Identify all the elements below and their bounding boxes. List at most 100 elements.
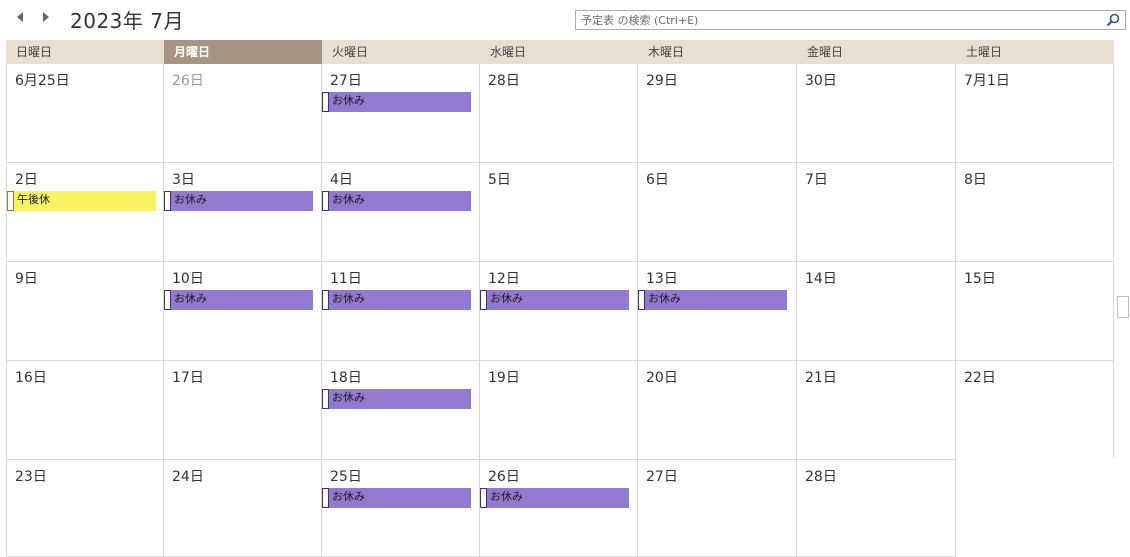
day-cell[interactable]: 28日 <box>797 460 956 557</box>
calendar-toolbar: 2023年 7月 <box>0 0 1130 38</box>
vertical-scrollbar[interactable] <box>1115 40 1130 557</box>
day-cell[interactable]: 18日 お休み <box>322 361 480 460</box>
date-label: 8日 <box>964 172 987 188</box>
calendar-event[interactable]: お休み <box>480 290 629 310</box>
calendar-event[interactable]: お休み <box>480 488 629 508</box>
day-cell[interactable]: 5日 <box>480 163 638 262</box>
event-status-marker <box>322 389 329 409</box>
weekday-header-row: 日曜日 月曜日 火曜日 水曜日 木曜日 金曜日 土曜日 <box>6 40 1114 64</box>
date-label: 21日 <box>805 370 837 386</box>
date-label: 2日 <box>15 172 38 188</box>
day-cell[interactable]: 23日 <box>6 460 164 557</box>
event-title: お休み <box>332 193 365 206</box>
weekday-header: 水曜日 <box>490 45 527 59</box>
day-cell[interactable]: 13日お休み <box>638 262 797 361</box>
day-cell[interactable]: 28日 <box>480 64 638 163</box>
event-status-marker <box>480 290 487 310</box>
calendar-event[interactable]: お休み <box>164 191 313 211</box>
day-cell[interactable]: 6日 <box>638 163 797 262</box>
date-label: 10日 <box>172 271 204 287</box>
date-label: 11日 <box>330 271 362 287</box>
day-cell[interactable]: 21日 <box>797 361 956 460</box>
calendar-event[interactable]: お休み <box>322 290 471 310</box>
date-label: 6月25日 <box>15 73 70 89</box>
date-label: 5日 <box>488 172 511 188</box>
day-cell[interactable]: 12日お休み <box>480 262 638 361</box>
date-label: 3日 <box>172 172 195 188</box>
day-cell[interactable]: 26日 <box>164 64 322 163</box>
day-cell[interactable]: 14日 <box>797 262 956 361</box>
date-label: 7日 <box>805 172 828 188</box>
event-title: お休み <box>490 490 523 503</box>
triangle-right-icon <box>43 12 49 22</box>
day-cell[interactable]: 25日お休み <box>322 460 480 557</box>
calendar-event[interactable]: お休み <box>322 488 471 508</box>
day-cell[interactable]: 30日 <box>797 64 956 163</box>
day-cell[interactable]: 17日 <box>164 361 322 460</box>
event-title: お休み <box>332 391 365 404</box>
date-label: 6日 <box>646 172 669 188</box>
scrollbar-thumb[interactable] <box>1117 296 1129 318</box>
day-cell[interactable]: 26日 お休み <box>480 460 638 557</box>
calendar-event[interactable]: お休み <box>164 290 313 310</box>
weekday-header: 日曜日 <box>16 45 53 59</box>
day-cell[interactable]: 24日 <box>164 460 322 557</box>
event-title: お休み <box>332 490 365 503</box>
day-cell[interactable]: 9日 <box>6 262 164 361</box>
date-label: 15日 <box>964 271 996 287</box>
date-label: 28日 <box>488 73 520 89</box>
day-cell[interactable]: 2日午後休 <box>6 163 164 262</box>
date-label: 26日 <box>172 73 204 89</box>
day-cell[interactable]: 3日お休み <box>164 163 322 262</box>
day-cell[interactable]: 8日 <box>956 163 1114 262</box>
triangle-left-icon <box>17 12 23 22</box>
event-status-marker <box>480 488 487 508</box>
weekday-header: 月曜日 <box>164 40 322 64</box>
day-cell[interactable]: 11日お休み <box>322 262 480 361</box>
calendar-event[interactable]: お休み <box>322 389 471 409</box>
event-title: お休み <box>174 193 207 206</box>
blank-area <box>956 457 1130 557</box>
calendar-event[interactable]: 午後休 <box>7 191 156 211</box>
day-cell[interactable]: 7月1日 <box>956 64 1114 163</box>
day-cell[interactable]: 29日 <box>638 64 797 163</box>
calendar-event[interactable]: お休み <box>638 290 787 310</box>
event-status-marker <box>164 290 171 310</box>
day-cell[interactable]: 4日お休み <box>322 163 480 262</box>
date-label: 16日 <box>15 370 47 386</box>
previous-month-button[interactable] <box>12 8 28 26</box>
date-label: 17日 <box>172 370 204 386</box>
calendar-event[interactable]: お休み <box>322 191 471 211</box>
next-month-button[interactable] <box>38 8 54 26</box>
day-cell[interactable]: 27日 お休み <box>322 64 480 163</box>
day-cell[interactable]: 22日 <box>956 361 1114 460</box>
calendar-event[interactable]: お休み <box>322 92 471 112</box>
date-label: 27日 <box>646 469 678 485</box>
calendar-search-box[interactable] <box>575 10 1126 30</box>
day-cell[interactable]: 27日 <box>638 460 797 557</box>
day-cell[interactable]: 10日お休み <box>164 262 322 361</box>
date-label: 25日 <box>330 469 362 485</box>
date-label: 30日 <box>805 73 837 89</box>
day-cell[interactable]: 19日 <box>480 361 638 460</box>
search-icon[interactable] <box>1105 12 1121 28</box>
event-status-marker <box>7 191 14 211</box>
day-cell[interactable]: 20日 <box>638 361 797 460</box>
event-title: 午後休 <box>17 193 50 206</box>
date-label: 19日 <box>488 370 520 386</box>
date-label: 9日 <box>15 271 38 287</box>
event-status-marker <box>322 488 329 508</box>
date-label: 28日 <box>805 469 837 485</box>
date-label: 22日 <box>964 370 996 386</box>
date-label: 4日 <box>330 172 353 188</box>
event-status-marker <box>638 290 645 310</box>
date-label: 12日 <box>488 271 520 287</box>
date-label: 23日 <box>15 469 47 485</box>
day-cell[interactable]: 16日 <box>6 361 164 460</box>
date-label: 13日 <box>646 271 678 287</box>
search-input[interactable] <box>581 12 1081 28</box>
day-cell[interactable]: 7日 <box>797 163 956 262</box>
day-cell[interactable]: 15日 <box>956 262 1114 361</box>
day-cell[interactable]: 6月25日 <box>6 64 164 163</box>
weekday-header: 火曜日 <box>332 45 369 59</box>
